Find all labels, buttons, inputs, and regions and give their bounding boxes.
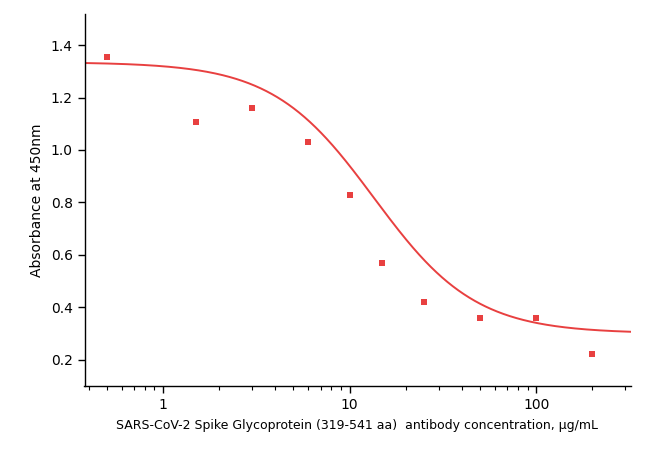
Y-axis label: Absorbance at 450nm: Absorbance at 450nm [30, 123, 44, 276]
Point [531, 314, 541, 321]
Point [419, 298, 429, 306]
Point [247, 104, 257, 112]
Point [101, 53, 112, 60]
X-axis label: SARS-CoV-2 Spike Glycoprotein (319-541 aa)  antibody concentration, μg/mL: SARS-CoV-2 Spike Glycoprotein (319-541 a… [116, 419, 599, 432]
Point [377, 259, 387, 266]
Point [344, 191, 355, 198]
Point [303, 138, 313, 146]
Point [475, 314, 486, 321]
Point [587, 351, 597, 358]
Point [190, 119, 201, 126]
